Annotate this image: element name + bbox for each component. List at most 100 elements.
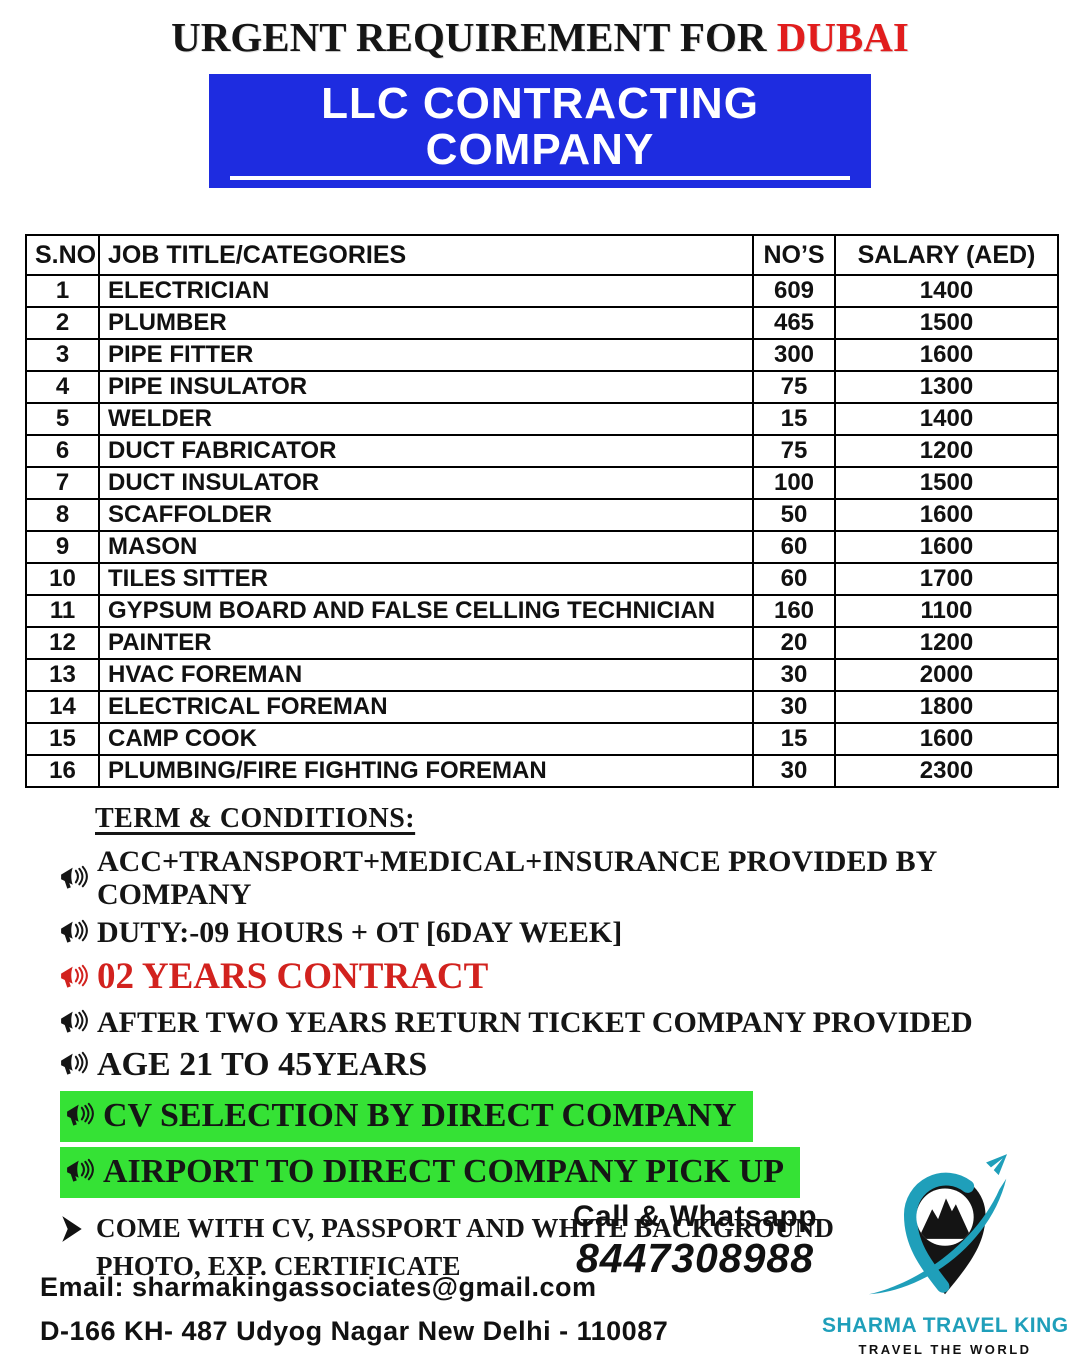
cell-nos: 50 [752,498,836,533]
cell-nos: 20 [752,626,836,661]
banner-underline [230,176,850,181]
cell-title: PLUMBER [98,306,754,341]
cell-salary: 2300 [834,754,1059,789]
cell-salary: 1300 [834,370,1059,405]
page-title: URGENT REQUIREMENT FOR DUBAI [0,0,1080,60]
pin-rim-icon [903,1172,975,1293]
table-row: 12 PAINTER 20 1200 [25,626,1059,661]
megaphone-icon [67,1102,94,1126]
cell-title: CAMP COOK [98,722,754,757]
term-item: ACC+TRANSPORT+MEDICAL+INSURANCE PROVIDED… [58,845,1080,911]
cell-sno: 1 [25,274,100,309]
cell-salary: 1600 [834,530,1059,565]
note-text: COME WITH CV, PASSPORT AND WHITE BACKGRO… [96,1213,835,1282]
cell-title: PLUMBING/FIRE FIGHTING FOREMAN [98,754,754,789]
term-item: 02 YEARS CONTRACT [58,957,488,998]
cell-nos: 300 [752,338,836,373]
table-row: 7 DUCT INSULATOR 100 1500 [25,466,1059,501]
jobs-table: S.NO JOB TITLE/CATEGORIES NO’S SALARY (AED)… [25,234,1059,789]
company-banner-text: LLC CONTRACTING COMPANY [321,79,759,175]
logo-name: SHARMA TRAVEL KING [822,1314,1069,1337]
table-row: 15 CAMP COOK 15 1600 [25,722,1059,757]
cell-sno: 6 [25,434,100,469]
cell-sno: 4 [25,370,100,405]
terms-section: TERM & CONDITIONS: ACC+TRANSPORT+MEDICAL… [0,788,1080,1285]
cell-salary: 1600 [834,338,1059,373]
term-item: AIRPORT TO DIRECT COMPANY PICK UP [60,1146,801,1199]
term-item: DUTY:-09 HOURS + OT [6DAY WEEK] [58,916,622,949]
table-row: 4 PIPE INSULATOR 75 1300 [25,370,1059,405]
cell-title: DUCT INSULATOR [98,466,754,501]
cell-salary: 1200 [834,434,1059,469]
note-item: COME WITH CV, PASSPORT AND WHITE BACKGRO… [60,1210,1080,1286]
cell-salary: 1500 [834,466,1059,501]
table-row: 1 ELECTRICIAN 609 1400 [25,274,1059,309]
table-row: 13 HVAC FOREMAN 30 2000 [25,658,1059,693]
call-block: Call & Whatsapp 8447308988 [560,1200,830,1282]
cell-nos: 160 [752,594,836,629]
cell-title: PAINTER [98,626,754,661]
cell-nos: 609 [752,274,836,309]
table-row: 14 ELECTRICAL FOREMAN 30 1800 [25,690,1059,725]
megaphone-icon [61,965,88,988]
table-row: 2 PLUMBER 465 1500 [25,306,1059,341]
cell-sno: 13 [25,658,100,693]
page-title-red: DUBAI [776,14,909,60]
page-title-black: URGENT REQUIREMENT FOR [171,14,767,60]
company-banner: LLC CONTRACTING COMPANY [209,74,871,189]
cell-sno: 11 [25,594,100,629]
cell-salary: 1600 [834,722,1059,757]
cell-nos: 75 [752,370,836,405]
cell-title: GYPSUM BOARD AND FALSE CELLING TECHNICIA… [98,594,754,629]
term-item: AFTER TWO YEARS RETURN TICKET COMPANY PR… [58,1006,973,1039]
cell-salary: 1400 [834,402,1059,437]
term-text: AFTER TWO YEARS RETURN TICKET COMPANY PR… [97,1006,973,1040]
cell-salary: 1500 [834,306,1059,341]
column-header-title: JOB TITLE/CATEGORIES [98,234,754,277]
table-row: 11 GYPSUM BOARD AND FALSE CELLING TECHNIC… [25,594,1059,629]
megaphone-icon [67,1158,94,1182]
column-header-nos: NO’S [752,234,836,277]
megaphone-icon [61,1052,88,1075]
cell-salary: 1600 [834,498,1059,533]
term-text: AGE 21 TO 45YEARS [97,1046,428,1084]
cell-sno: 2 [25,306,100,341]
cell-sno: 3 [25,338,100,373]
table-row: 8 SCAFFOLDER 50 1600 [25,498,1059,533]
term-text: AIRPORT TO DIRECT COMPANY PICK UP [103,1152,785,1190]
cell-sno: 14 [25,690,100,725]
cell-nos: 60 [752,562,836,597]
cell-title: ELECTRICIAN [98,274,754,309]
cell-nos: 60 [752,530,836,565]
cell-sno: 12 [25,626,100,661]
cell-nos: 75 [752,434,836,469]
cell-title: DUCT FABRICATOR [98,434,754,469]
cell-title: WELDER [98,402,754,437]
cell-nos: 100 [752,466,836,501]
table-row: 3 PIPE FITTER 300 1600 [25,338,1059,373]
email-line: Email: sharmakingassociates@gmail.com [40,1272,597,1302]
megaphone-icon [61,920,88,944]
term-text: ACC+TRANSPORT+MEDICAL+INSURANCE PROVIDED… [97,845,937,912]
cell-title: MASON [98,530,754,565]
cell-nos: 15 [752,402,836,437]
cell-title: TILES SITTER [98,562,754,597]
mountain-icon [918,1198,972,1239]
cell-sno: 7 [25,466,100,501]
cell-nos: 30 [752,658,836,693]
cell-sno: 9 [25,530,100,565]
arrow-right-icon [62,1216,82,1243]
cell-salary: 1100 [834,594,1059,629]
table-row: 16 PLUMBING/FIRE FIGHTING FOREMAN 30 2300 [25,754,1059,789]
cell-salary: 1800 [834,690,1059,725]
cell-sno: 8 [25,498,100,533]
logo-tagline: TRAVEL THE WORLD [858,1342,1032,1357]
term-text: DUTY:-09 HOURS + OT [6DAY WEEK] [97,916,623,950]
airplane-icon [986,1154,1008,1176]
cell-sno: 15 [25,722,100,757]
cell-salary: 1700 [834,562,1059,597]
megaphone-icon [61,1010,88,1033]
table-row: 10 TILES SITTER 60 1700 [25,562,1059,597]
cell-nos: 30 [752,754,836,789]
cell-title: ELECTRICAL FOREMAN [98,690,754,725]
